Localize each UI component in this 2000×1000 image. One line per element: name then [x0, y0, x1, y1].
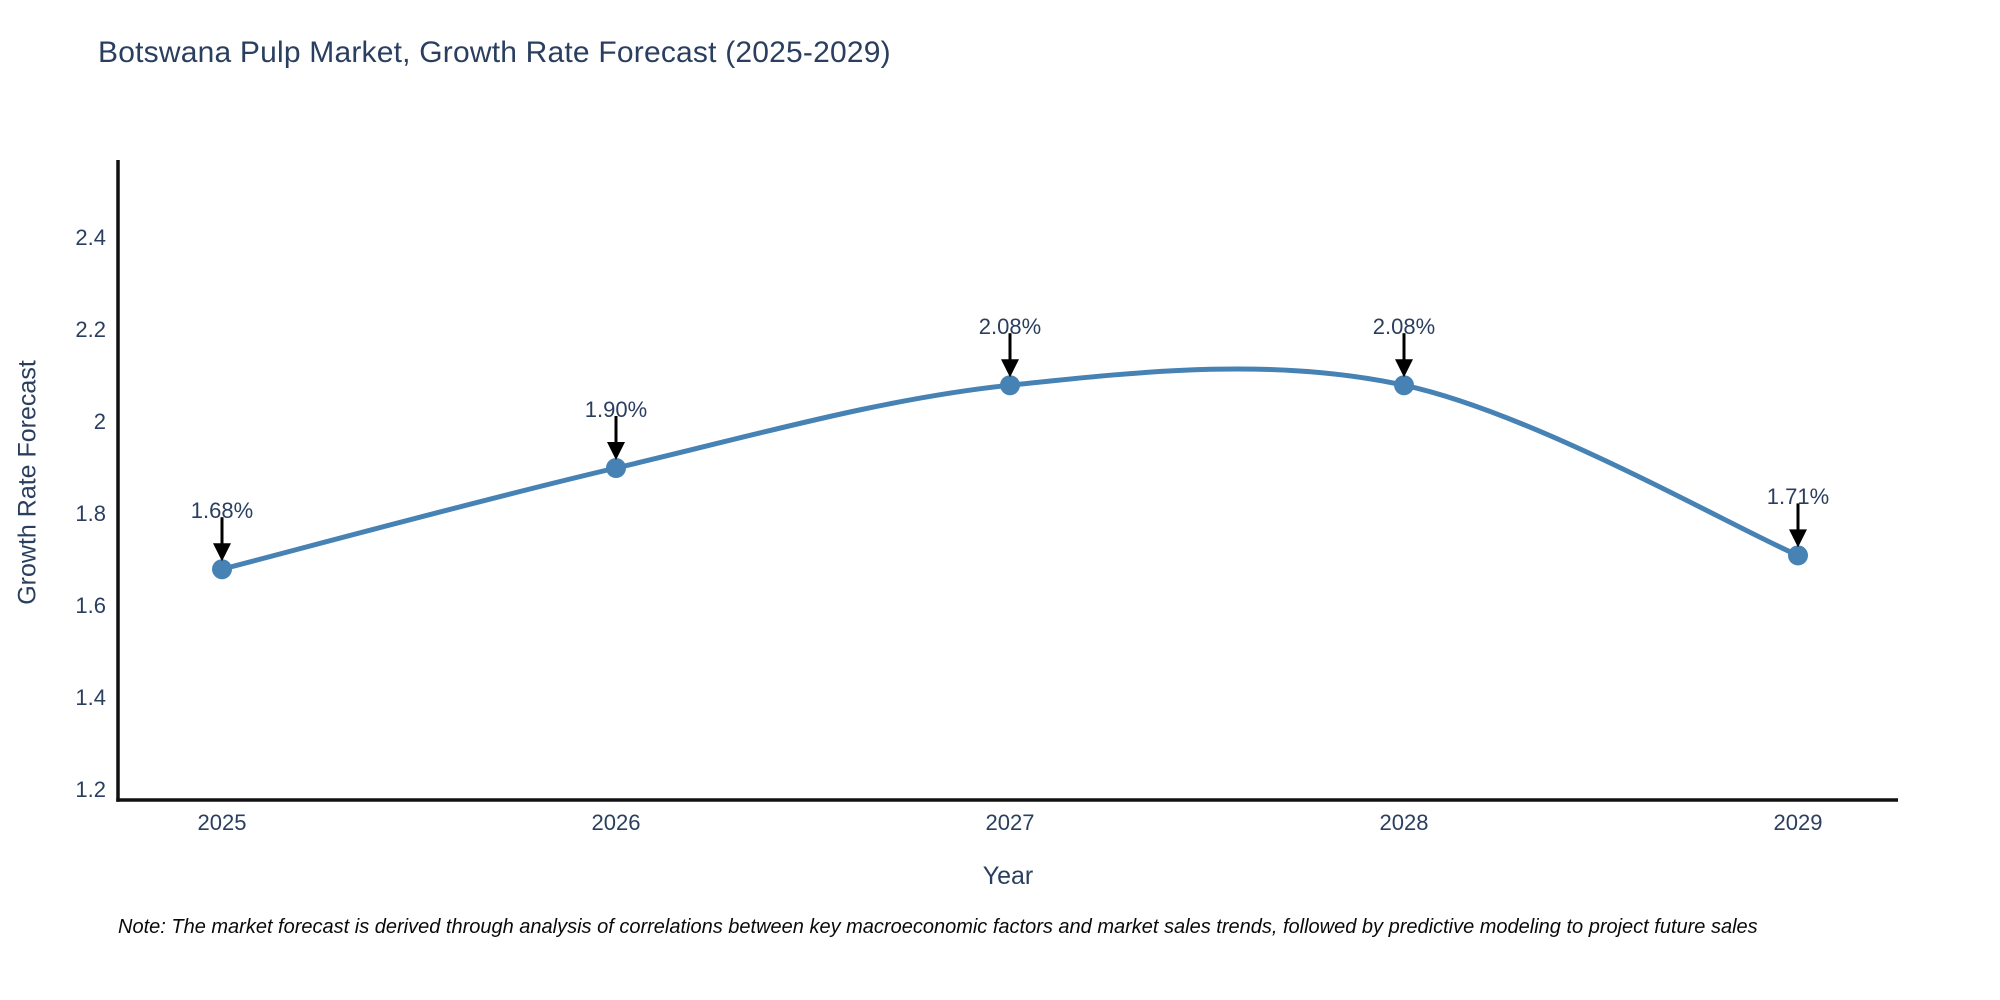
y-tick-label: 1.6	[75, 593, 106, 618]
data-point	[1788, 545, 1808, 566]
footnote: Note: The market forecast is derived thr…	[118, 916, 1758, 938]
data-point	[606, 458, 626, 478]
y-tick-label: 1.2	[75, 777, 106, 802]
chart-title: Botswana Pulp Market, Growth Rate Foreca…	[98, 36, 891, 69]
x-tick-label: 2026	[591, 810, 641, 835]
data-point	[1000, 375, 1020, 396]
data-point	[1394, 375, 1414, 396]
y-tick-label: 2.2	[75, 317, 106, 342]
x-tick-label: 2028	[1379, 810, 1429, 835]
annotation-arrowhead	[1001, 359, 1019, 378]
forecast-line	[221, 366, 1799, 572]
x-tick-label: 2027	[985, 810, 1035, 835]
annotation-arrowhead	[1395, 359, 1413, 378]
annotation-arrowhead	[1789, 529, 1807, 548]
y-tick-label: 2	[93, 409, 106, 434]
x-axis-title: Year	[982, 862, 1034, 890]
y-axis-title: Growth Rate Forecast	[13, 360, 42, 605]
y-tick-label: 1.8	[75, 501, 106, 526]
y-tick-label: 2.4	[75, 225, 106, 250]
annotation-arrowhead	[607, 442, 625, 460]
point-value-label: 2.08%	[1372, 314, 1436, 340]
y-tick-label: 1.4	[75, 685, 106, 710]
point-value-label: 1.71%	[1766, 484, 1830, 510]
data-point	[212, 559, 232, 580]
point-value-label: 1.68%	[190, 498, 254, 524]
point-value-label: 1.90%	[584, 397, 648, 422]
point-value-label: 2.08%	[978, 314, 1042, 340]
x-tick-label: 2029	[1773, 810, 1823, 835]
x-tick-label: 2025	[197, 810, 247, 835]
annotation-arrowhead	[213, 543, 231, 562]
